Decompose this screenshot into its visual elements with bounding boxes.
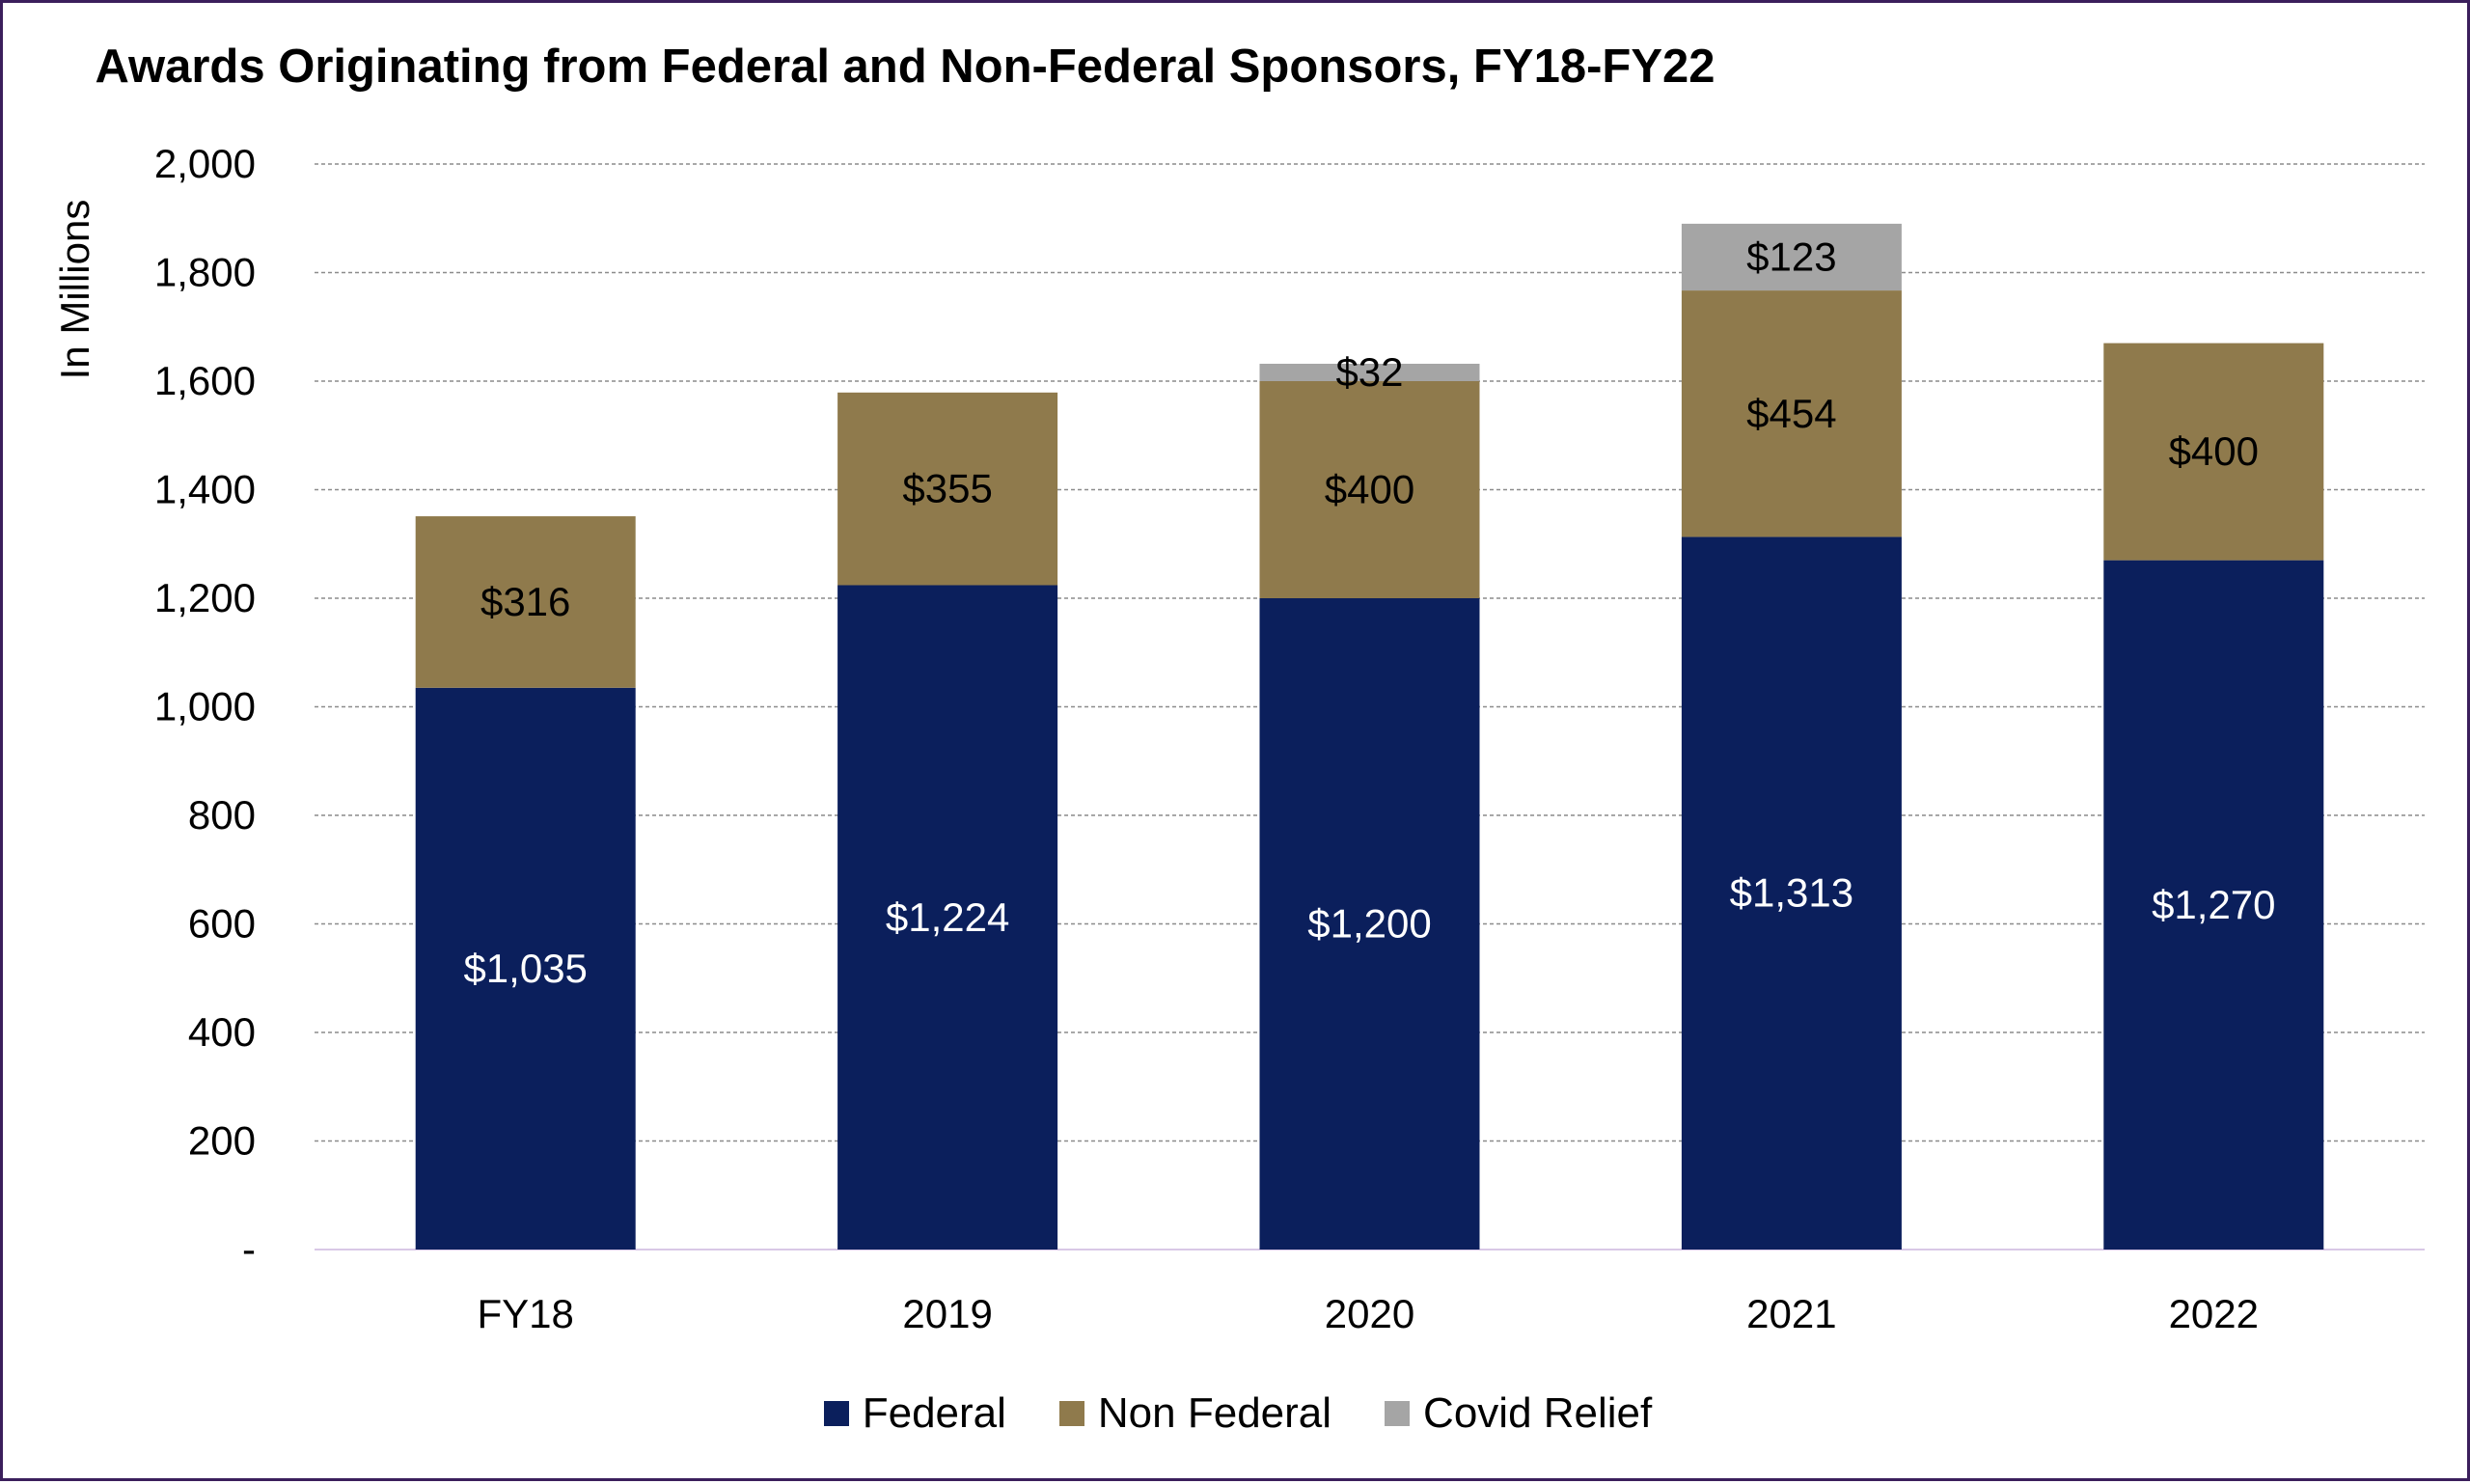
data-label-federal: $1,313 bbox=[1730, 870, 1853, 916]
data-label-federal: $1,224 bbox=[886, 894, 1009, 940]
plot-area: - 200 400 600 800 1,000 1,200 1,400 1,600 1,800 2,… bbox=[154, 141, 2425, 1336]
bar-federal bbox=[1259, 598, 1480, 1250]
y-tick-label: 1,800 bbox=[154, 250, 256, 295]
y-tick-label: 800 bbox=[188, 792, 256, 838]
legend-item-federal: Federal bbox=[823, 1389, 1006, 1438]
bar-non-federal bbox=[837, 392, 1058, 586]
data-label-federal: $1,200 bbox=[1307, 901, 1431, 947]
chart-title: Awards Originating from Federal and Non-… bbox=[95, 41, 1715, 93]
data-label-non-federal: $454 bbox=[1746, 391, 1836, 436]
legend-item-non-federal: Non Federal bbox=[1058, 1389, 1332, 1438]
bar-non-federal bbox=[415, 516, 636, 688]
y-tick-label: 1,400 bbox=[154, 467, 256, 512]
legend-label-federal: Federal bbox=[862, 1389, 1006, 1437]
x-tick-label: 2021 bbox=[1746, 1291, 1836, 1336]
legend-label-covid-relief: Covid Relief bbox=[1423, 1389, 1653, 1437]
legend-label-non-federal: Non Federal bbox=[1097, 1389, 1332, 1437]
x-tick-label: 2019 bbox=[902, 1291, 992, 1336]
data-label-non-federal: $400 bbox=[2169, 428, 2259, 474]
data-label-non-federal: $316 bbox=[480, 579, 570, 624]
legend-item-covid-relief: Covid Relief bbox=[1385, 1389, 1652, 1438]
y-tick-label: 1,000 bbox=[154, 684, 256, 729]
legend-swatch-federal bbox=[823, 1401, 849, 1426]
y-tick-label: - bbox=[242, 1226, 256, 1272]
bar-federal bbox=[1681, 536, 1902, 1250]
bar-covid-relief bbox=[1681, 223, 1902, 291]
legend-swatch-covid-relief bbox=[1385, 1401, 1411, 1426]
y-tick-label: 200 bbox=[188, 1118, 256, 1164]
legend: Federal Non Federal Covid Relief bbox=[3, 1385, 2470, 1443]
y-tick-label: 600 bbox=[188, 901, 256, 947]
y-tick-label: 1,600 bbox=[154, 358, 256, 403]
bar-federal bbox=[2103, 560, 2324, 1250]
bar-covid-relief bbox=[1259, 364, 1480, 381]
legend-swatch-non-federal bbox=[1058, 1401, 1084, 1426]
bar-non-federal bbox=[2103, 343, 2324, 561]
x-tick-label: FY18 bbox=[478, 1291, 574, 1336]
y-tick-label: 400 bbox=[188, 1009, 256, 1055]
x-tick-label: 2020 bbox=[1325, 1291, 1414, 1336]
data-label-federal: $1,035 bbox=[463, 946, 587, 991]
y-tick-label: 1,200 bbox=[154, 575, 256, 620]
bar-non-federal bbox=[1259, 381, 1480, 598]
bar-non-federal bbox=[1681, 290, 1902, 537]
data-label-non-federal: $400 bbox=[1325, 467, 1414, 512]
y-tick-label: 2,000 bbox=[154, 141, 256, 186]
data-label-covid-relief: $123 bbox=[1746, 234, 1836, 279]
bar-federal bbox=[415, 687, 636, 1250]
data-label-covid-relief: $32 bbox=[1335, 349, 1403, 395]
data-label-non-federal: $355 bbox=[902, 466, 992, 511]
bar-federal bbox=[837, 585, 1058, 1250]
x-tick-label: 2022 bbox=[2169, 1291, 2259, 1336]
data-label-federal: $1,270 bbox=[2152, 882, 2275, 927]
